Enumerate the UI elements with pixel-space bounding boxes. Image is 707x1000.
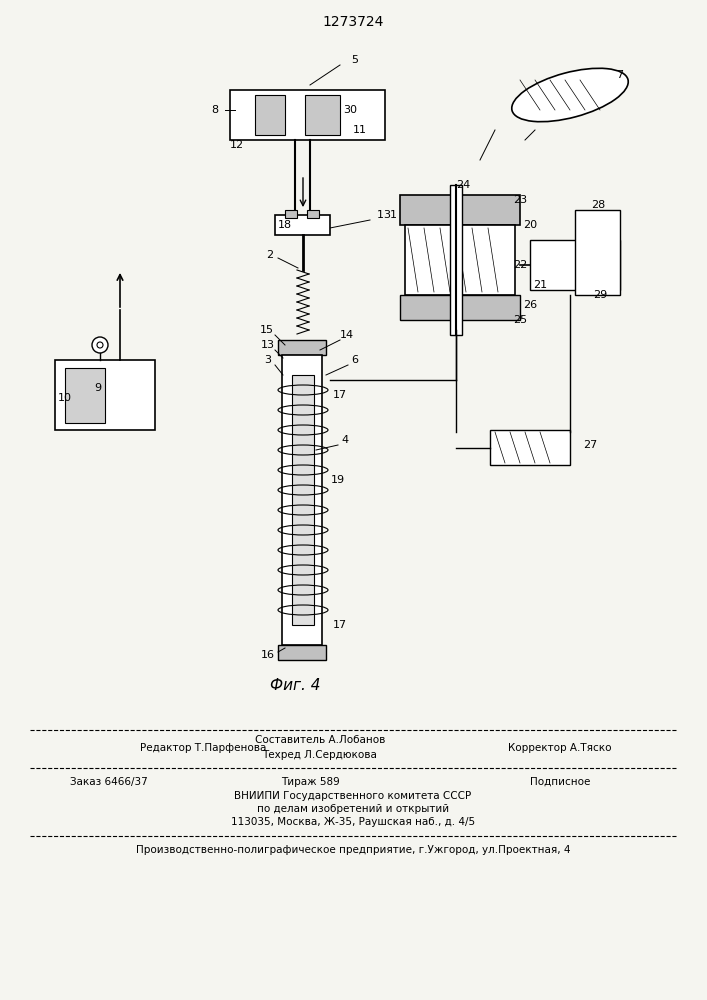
Circle shape — [97, 342, 103, 348]
Text: 6: 6 — [351, 355, 358, 365]
Text: 29: 29 — [593, 290, 607, 300]
Bar — [575, 210, 620, 295]
Text: 25: 25 — [513, 315, 527, 325]
Text: 20: 20 — [523, 220, 537, 230]
Text: 19: 19 — [331, 475, 345, 485]
Bar — [65, 368, 105, 423]
Text: 14: 14 — [340, 330, 354, 340]
Text: по делам изобретений и открытий: по делам изобретений и открытий — [257, 804, 449, 814]
Text: 16: 16 — [261, 650, 275, 660]
Text: 23: 23 — [513, 195, 527, 205]
Text: Заказ 6466/37: Заказ 6466/37 — [70, 777, 148, 787]
Text: Подписное: Подписное — [530, 777, 590, 787]
Text: 5: 5 — [351, 55, 358, 65]
Bar — [292, 375, 314, 625]
Text: 26: 26 — [523, 300, 537, 310]
Bar — [278, 340, 326, 355]
Bar — [305, 95, 340, 135]
Text: Тираж 589: Тираж 589 — [281, 777, 339, 787]
Text: ВНИИПИ Государственного комитета СССР: ВНИИПИ Государственного комитета СССР — [235, 791, 472, 801]
Text: Техред Л.Сердюкова: Техред Л.Сердюкова — [262, 750, 378, 760]
Text: Редактор Т.Парфенова: Редактор Т.Парфенова — [140, 743, 267, 753]
Text: 113035, Москва, Ж-35, Раушская наб., д. 4/5: 113035, Москва, Ж-35, Раушская наб., д. … — [231, 817, 475, 827]
Text: 31: 31 — [383, 210, 397, 220]
Text: Производственно-полиграфическое предприятие, г.Ужгород, ул.Проектная, 4: Производственно-полиграфическое предприя… — [136, 845, 571, 855]
Bar — [230, 90, 385, 140]
Bar — [307, 210, 319, 218]
Text: 10: 10 — [58, 393, 72, 403]
Text: Составитель А.Лобанов: Составитель А.Лобанов — [255, 735, 385, 745]
Text: 27: 27 — [583, 440, 597, 450]
Text: 3: 3 — [264, 355, 271, 365]
Text: 30: 30 — [343, 105, 357, 115]
Bar — [255, 95, 285, 135]
Bar — [405, 225, 515, 295]
Text: 11: 11 — [353, 125, 367, 135]
Text: 7: 7 — [617, 70, 624, 80]
Text: 24: 24 — [456, 180, 470, 190]
Text: 4: 4 — [341, 435, 349, 445]
Text: 12: 12 — [230, 140, 244, 150]
Circle shape — [92, 337, 108, 353]
Text: 22: 22 — [513, 260, 527, 270]
Bar — [285, 210, 297, 218]
Text: 28: 28 — [591, 200, 605, 210]
Bar — [450, 185, 462, 335]
Ellipse shape — [512, 68, 629, 122]
Text: 1: 1 — [377, 210, 383, 220]
Text: 15: 15 — [260, 325, 274, 335]
Text: 1273724: 1273724 — [322, 15, 384, 29]
Bar — [282, 355, 322, 645]
Bar — [400, 195, 520, 225]
Bar — [400, 295, 520, 320]
Bar — [530, 240, 620, 290]
Bar — [490, 430, 570, 465]
Text: 17: 17 — [333, 620, 347, 630]
Text: 13: 13 — [261, 340, 275, 350]
Bar — [278, 645, 326, 660]
Text: 21: 21 — [533, 280, 547, 290]
Text: 9: 9 — [95, 383, 102, 393]
Bar — [55, 360, 155, 430]
Text: 18: 18 — [278, 220, 292, 230]
Text: Фиг. 4: Фиг. 4 — [270, 678, 320, 692]
Bar — [275, 215, 330, 235]
Text: 8: 8 — [211, 105, 218, 115]
Text: Корректор А.Тяско: Корректор А.Тяско — [508, 743, 612, 753]
Text: 2: 2 — [267, 250, 274, 260]
Text: 17: 17 — [333, 390, 347, 400]
